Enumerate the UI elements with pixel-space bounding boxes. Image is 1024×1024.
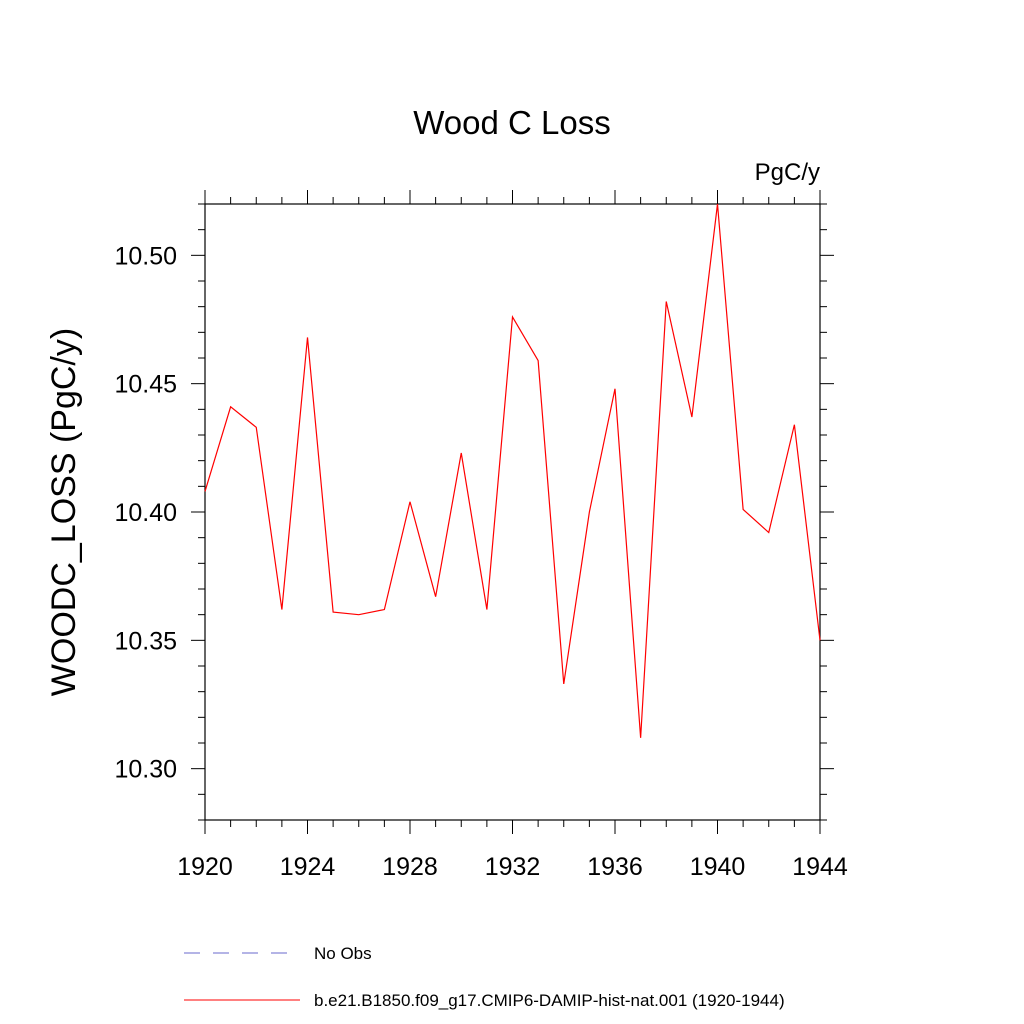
x-tick-label: 1940 bbox=[690, 853, 746, 881]
legend-label-model-run: b.e21.B1850.f09_g17.CMIP6-DAMIP-hist-nat… bbox=[314, 991, 785, 1010]
y-axis-ticks: 10.30 10.35 10.40 10.45 10.50 bbox=[114, 203, 834, 821]
y-axis-label: WOODC_LOSS (PgC/y) bbox=[45, 328, 83, 696]
legend-label-no-obs: No Obs bbox=[314, 944, 372, 963]
y-tick-label: 10.30 bbox=[114, 756, 177, 784]
legend: No Obs b.e21.B1850.f09_g17.CMIP6-DAMIP-h… bbox=[184, 944, 785, 1010]
units-label: PgC/y bbox=[755, 159, 820, 186]
y-tick-label: 10.35 bbox=[114, 627, 177, 655]
x-tick-label: 1932 bbox=[485, 853, 541, 881]
y-tick-label: 10.45 bbox=[114, 371, 177, 399]
series-layer bbox=[204, 203, 821, 738]
x-tick-label: 1928 bbox=[382, 853, 438, 881]
x-tick-label: 1936 bbox=[587, 853, 643, 881]
x-tick-label: 1920 bbox=[177, 853, 233, 881]
plot-border bbox=[204, 203, 821, 821]
x-axis-ticks: 1920 1924 1928 1932 1936 1940 1944 bbox=[177, 190, 848, 881]
series-line bbox=[204, 203, 821, 738]
plot-frame bbox=[204, 203, 821, 821]
x-tick-label: 1944 bbox=[792, 853, 848, 881]
x-tick-label: 1924 bbox=[280, 853, 336, 881]
chart-title: Wood C Loss bbox=[413, 104, 610, 141]
y-tick-label: 10.50 bbox=[114, 242, 177, 270]
y-tick-label: 10.40 bbox=[114, 499, 177, 527]
